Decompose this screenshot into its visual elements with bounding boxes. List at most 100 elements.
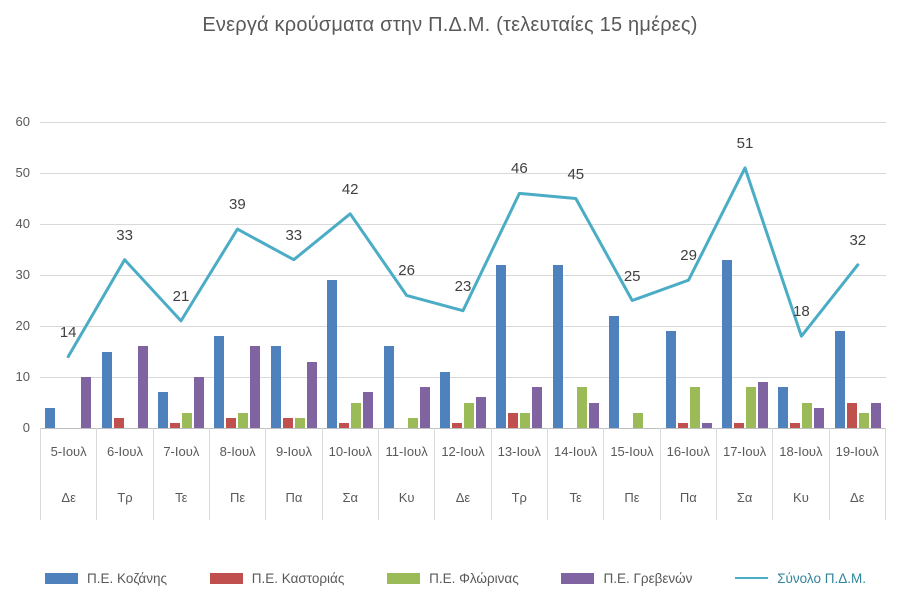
bar [294,417,305,428]
bar [81,377,92,428]
x-axis-date-label: 5-Ιουλ [50,443,87,459]
bar [552,264,563,428]
bar [383,346,394,428]
x-axis-weekday-label: Δε [61,489,76,505]
bar [758,382,768,428]
line-data-label: 39 [229,196,246,214]
line-data-label: 18 [793,303,810,321]
x-axis-cell: 11-Ιουλ Κυ [379,428,436,520]
bar [194,377,204,428]
bar [858,412,869,428]
bar [182,412,192,428]
bar [532,387,543,428]
x-axis-cell: 14-Ιουλ Τε [548,428,605,520]
x-axis-date-label: 15-Ιουλ [610,443,654,459]
x-axis-weekday-label: Πε [624,489,640,505]
x-axis-weekday-label: Πα [285,489,303,505]
bar [834,331,845,428]
x-axis-weekday-label: Σα [736,489,753,505]
legend-line-swatch [735,577,769,579]
y-axis-tick-label: 20 [15,318,30,333]
bar [113,417,124,428]
bar [790,422,801,428]
bar [701,422,712,428]
x-axis-date-label: 10-Ιουλ [328,443,372,459]
bar [576,387,587,428]
x-axis-weekday-label: Κυ [793,489,809,505]
plot-area: 14 33 21 39 33 42 26 23 46 45 25 29 51 18 32 [40,122,886,429]
line-data-label: 46 [511,160,528,178]
y-axis-tick-label: 50 [15,165,30,180]
bar [609,315,620,428]
bar [846,402,857,428]
bar [746,387,756,428]
x-axis-weekday-label: Δε [850,489,865,505]
bar [520,412,531,428]
x-axis-date-label: 11-Ιουλ [385,443,428,459]
gridline [40,122,886,123]
line-data-label: 42 [341,180,359,198]
legend-item-1: Π.Ε. Κοζάνης [45,571,167,586]
line-data-label: 14 [59,323,77,341]
bar [363,392,374,428]
x-axis-date-label: 17-Ιουλ [722,443,767,459]
x-axis-weekday-label: Πα [679,489,697,505]
y-axis-tick-label: 0 [22,420,30,435]
x-axis-date-label: 13-Ιουλ [497,443,541,459]
x-axis-date-label: 8-Ιουλ [219,443,256,459]
bar [306,361,317,428]
legend-label: Π.Ε. Φλώρινας [429,570,519,586]
bar [351,402,362,428]
gridline [40,326,886,327]
bar [238,412,249,428]
bar [250,346,261,428]
x-axis-date-label: 16-Ιουλ [666,443,710,459]
x-axis-weekday-label: Τε [569,489,582,505]
legend-item-3: Π.Ε. Φλώρινας [387,571,519,586]
x-axis-weekday-label: Σα [342,489,359,505]
bar [452,422,462,428]
gridline [40,224,886,225]
bar [101,351,112,428]
x-axis-cell: 18-Ιουλ Κυ [773,428,830,520]
bar [508,412,519,428]
bar [677,422,688,428]
legend-color-swatch [45,572,78,584]
legend-item-5: Σύνολο Π.Δ.Μ. [735,571,866,586]
bar [689,387,700,428]
bar [778,387,789,428]
bar [214,336,225,428]
x-axis-cell: 7-Ιουλ Τε [154,428,210,520]
x-axis-cell: 15-Ιουλ Πε [604,428,661,520]
x-axis-cell: 10-Ιουλ Σα [323,428,379,520]
bar [802,402,813,428]
x-axis-date-label: 19-Ιουλ [835,443,879,459]
x-axis-date-label: 18-Ιουλ [779,443,823,459]
y-axis-tick-label: 10 [15,369,30,384]
bar [226,417,237,428]
chart-title: Ενεργά κρούσματα στην Π.Δ.Μ. (τελευταίες… [202,14,698,36]
y-axis-tick-label: 40 [15,216,30,231]
line-data-label: 33 [285,226,303,244]
x-axis-date-label: 9-Ιουλ [275,443,312,459]
x-axis-cell: 16-Ιουλ Πα [661,428,717,520]
legend-label: Π.Ε. Κοζάνης [87,570,167,586]
x-axis-date-label: 14-Ιουλ [553,443,598,459]
x-axis-cell: 9-Ιουλ Πα [266,428,323,520]
x-axis-weekday-label: Κυ [398,489,415,505]
line-data-label: 29 [680,247,697,265]
x-axis-date-label: 12-Ιουλ [441,443,485,459]
bar [496,264,507,428]
bar [588,402,599,428]
legend-item-4: Π.Ε. Γρεβενών [561,571,692,586]
x-axis-line [40,428,886,429]
line-data-label: 33 [116,226,133,244]
legend-color-swatch [387,572,421,584]
bar [407,417,418,428]
bar [722,259,732,428]
bar [870,402,881,428]
bar [282,417,293,428]
legend-label: Π.Ε. Καστοριάς [251,570,345,586]
line-data-label: 23 [454,277,472,295]
x-axis-cell: 5-Ιουλ Δε [41,428,98,520]
